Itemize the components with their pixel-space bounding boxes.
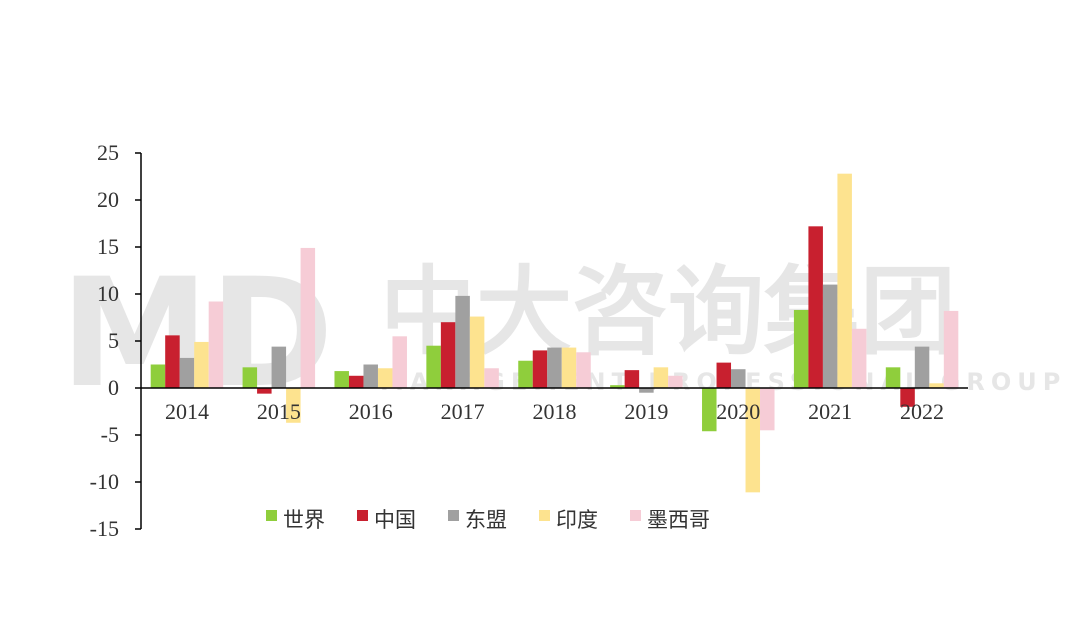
x-category-label: 2015 xyxy=(257,399,301,424)
bar-中国-2021 xyxy=(808,226,823,388)
legend-label: 墨西哥 xyxy=(647,508,710,532)
bar-世界-2014 xyxy=(150,364,166,388)
y-tick-label: -15 xyxy=(90,516,119,541)
bar-墨西哥-2019 xyxy=(668,375,683,388)
bar-世界-2015 xyxy=(242,367,258,388)
x-category-label: 2014 xyxy=(165,399,209,424)
y-tick-label: 20 xyxy=(97,187,119,212)
bar-东盟-2018 xyxy=(547,347,562,388)
bar-中国-2019 xyxy=(624,370,640,388)
bar-中国-2014 xyxy=(165,335,180,388)
bar-中国-2018 xyxy=(532,350,548,388)
y-tick-label: 5 xyxy=(108,328,119,353)
bar-印度-2018 xyxy=(561,347,577,388)
bars xyxy=(150,173,959,493)
bar-墨西哥-2018 xyxy=(576,352,591,388)
y-tick-label: 0 xyxy=(108,375,119,400)
bar-东盟-2019 xyxy=(639,388,654,393)
legend-swatch xyxy=(266,510,277,521)
bar-墨西哥-2020 xyxy=(760,388,775,431)
bar-印度-2017 xyxy=(469,316,485,388)
bar-印度-2021 xyxy=(837,173,852,388)
bar-世界-2022 xyxy=(885,367,901,388)
y-tick-label: -5 xyxy=(101,422,119,447)
x-category-label: 2016 xyxy=(349,399,393,424)
bar-中国-2017 xyxy=(440,322,456,388)
legend-swatch xyxy=(357,510,368,521)
bar-世界-2019 xyxy=(610,385,625,388)
bar-印度-2016 xyxy=(377,368,393,388)
legend: 世界 中国 东盟 印度 墨西哥 xyxy=(266,508,710,532)
bar-印度-2015 xyxy=(286,388,301,423)
x-category-label: 2019 xyxy=(624,399,668,424)
y-tick-label: -10 xyxy=(90,469,119,494)
x-axis: 2014 2015 2016 2017 2018 2019 2020 2021 2022 xyxy=(141,387,968,424)
legend-label: 世界 xyxy=(283,508,325,532)
x-category-label: 2020 xyxy=(716,399,760,424)
bar-世界-2016 xyxy=(334,371,349,388)
bar-东盟-2022 xyxy=(914,346,930,388)
legend-label: 中国 xyxy=(374,508,416,532)
bar-印度-2019 xyxy=(653,367,669,388)
legend-label: 印度 xyxy=(556,508,598,532)
bar-中国-2022 xyxy=(900,388,915,407)
bar-印度-2020 xyxy=(745,388,761,493)
bar-东盟-2020 xyxy=(731,369,746,388)
y-tick-label: 10 xyxy=(97,281,119,306)
bar-中国-2016 xyxy=(348,375,364,388)
x-category-label: 2017 xyxy=(441,399,485,424)
bar-印度-2014 xyxy=(194,341,209,388)
legend-swatch xyxy=(448,510,459,521)
bar-墨西哥-2022 xyxy=(943,310,959,388)
x-category-label: 2022 xyxy=(900,399,944,424)
bar-东盟-2014 xyxy=(179,357,195,388)
bar-墨西哥-2021 xyxy=(851,328,867,388)
bar-印度-2022 xyxy=(929,383,944,388)
bar-东盟-2015 xyxy=(271,346,287,388)
bar-墨西哥-2017 xyxy=(484,368,499,388)
bar-墨西哥-2016 xyxy=(392,336,407,388)
legend-swatch xyxy=(539,510,550,521)
bar-中国-2015 xyxy=(257,388,272,394)
y-tick-label: 15 xyxy=(97,234,119,259)
legend-swatch xyxy=(630,510,641,521)
x-category-label: 2021 xyxy=(808,399,852,424)
bar-世界-2017 xyxy=(426,345,441,388)
bar-东盟-2016 xyxy=(363,364,378,388)
bar-世界-2020 xyxy=(702,388,717,432)
bar-东盟-2017 xyxy=(455,295,470,388)
y-tick-label: 25 xyxy=(97,140,119,165)
legend-label: 东盟 xyxy=(465,508,507,532)
bar-世界-2018 xyxy=(518,360,533,388)
bar-墨西哥-2014 xyxy=(208,301,224,388)
x-category-label: 2018 xyxy=(533,399,577,424)
bar-东盟-2021 xyxy=(822,284,838,388)
bar-世界-2021 xyxy=(793,309,809,388)
bar-墨西哥-2015 xyxy=(300,247,316,388)
bar-中国-2020 xyxy=(716,362,732,388)
y-axis: 25 20 15 10 5 0 -5 -10 -15 xyxy=(90,140,142,541)
